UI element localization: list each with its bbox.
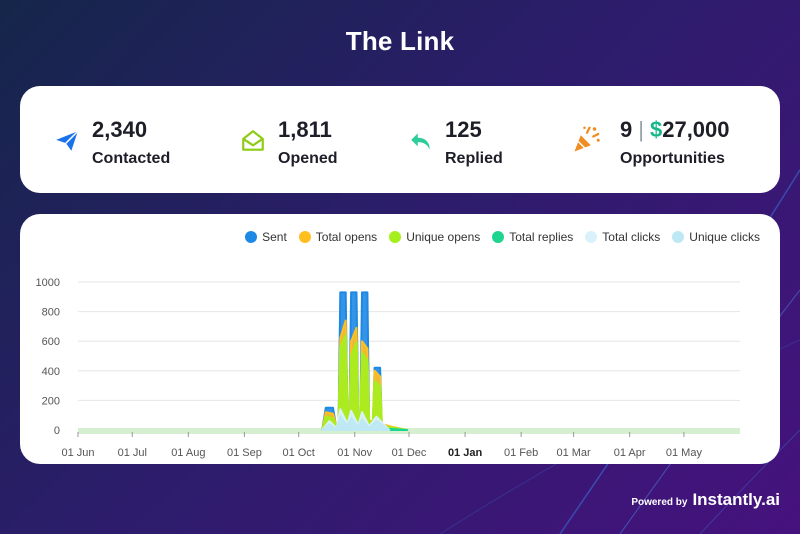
x-tick-label: 01 Jan bbox=[448, 447, 483, 459]
chart-legend: Sent Total opens Unique opens Total repl… bbox=[245, 230, 760, 244]
legend-label: Unique opens bbox=[406, 230, 481, 244]
x-tick-label: 01 Nov bbox=[337, 447, 372, 459]
legend-label: Sent bbox=[262, 230, 287, 244]
y-tick-label: 800 bbox=[42, 307, 60, 319]
paper-plane-icon bbox=[56, 130, 79, 151]
series-area-unique-clicks bbox=[321, 415, 391, 431]
opportunities-value: 27,000 bbox=[662, 117, 730, 142]
legend-marker bbox=[389, 231, 402, 243]
value-separator: | bbox=[638, 117, 644, 142]
x-tick-label: 01 Sep bbox=[227, 447, 262, 459]
x-tick-label: 01 Oct bbox=[282, 447, 314, 459]
activity-chart[interactable]: 0 200 400 600 800 1000 01 Jun 01 Jul 01 Aug 01 Se… bbox=[20, 214, 780, 464]
x-tick-label: 01 Jun bbox=[61, 447, 94, 459]
open-envelope-icon bbox=[242, 130, 264, 151]
x-tick-label: 01 Aug bbox=[171, 447, 205, 459]
stat-opportunities: 9 | $27,000 Opportunities bbox=[572, 86, 772, 193]
legend-label: Total replies bbox=[509, 230, 574, 244]
y-tick-label: 1000 bbox=[36, 277, 60, 289]
legend-marker bbox=[585, 231, 598, 243]
stat-value: 125 bbox=[445, 117, 482, 142]
stat-label: Opportunities bbox=[620, 150, 725, 167]
legend-marker bbox=[492, 231, 505, 243]
chart-card: Sent Total opens Unique opens Total repl… bbox=[20, 214, 780, 464]
currency-symbol: $ bbox=[649, 117, 663, 142]
x-tick-label: 01 May bbox=[666, 447, 703, 459]
page-title: The Link bbox=[345, 26, 455, 56]
legend-item-total-clicks[interactable]: Total clicks bbox=[585, 230, 660, 244]
reply-arrow-icon bbox=[411, 133, 430, 150]
stat-value: 2,340 bbox=[92, 117, 148, 142]
stat-label: Opened bbox=[278, 150, 338, 167]
y-tick-label: 200 bbox=[42, 395, 60, 407]
brand-logo-text: Instantly.ai bbox=[692, 490, 780, 509]
legend-marker bbox=[298, 231, 311, 243]
stats-card: 2,340 Contacted 1,811 Opened 125 Replied… bbox=[20, 86, 780, 193]
legend-item-total-opens[interactable]: Total opens bbox=[298, 230, 378, 244]
legend-marker bbox=[672, 231, 685, 243]
stat-replied: 125 Replied bbox=[408, 86, 548, 193]
stat-value: 1,811 bbox=[278, 117, 332, 142]
x-tick-label: 01 Dec bbox=[392, 447, 427, 459]
party-popper-icon bbox=[574, 126, 600, 152]
stat-value: 9 | $27,000 bbox=[620, 117, 730, 143]
legend-label: Unique clicks bbox=[689, 230, 760, 244]
legend-item-sent[interactable]: Sent bbox=[245, 230, 287, 244]
y-tick-label: 0 bbox=[54, 425, 60, 437]
x-tick-label: 01 Mar bbox=[556, 447, 591, 459]
legend-label: Total opens bbox=[315, 230, 378, 244]
y-tick-label: 400 bbox=[42, 366, 60, 378]
stat-label: Replied bbox=[445, 150, 503, 167]
legend-marker bbox=[245, 231, 258, 243]
powered-by-badge[interactable]: Powered by Instantly.ai bbox=[631, 490, 780, 510]
opportunities-count: 9 bbox=[620, 117, 633, 142]
legend-item-unique-opens[interactable]: Unique opens bbox=[389, 230, 480, 244]
x-tick-label: 01 Apr bbox=[614, 447, 646, 459]
powered-by-text: Powered by bbox=[631, 497, 688, 508]
legend-label: Total clicks bbox=[602, 230, 661, 244]
stat-contacted: 2,340 Contacted bbox=[54, 86, 214, 193]
baseline-band bbox=[78, 428, 740, 434]
y-tick-label: 600 bbox=[42, 336, 60, 348]
stat-opened: 1,811 Opened bbox=[240, 86, 390, 193]
legend-item-unique-clicks[interactable]: Unique clicks bbox=[672, 230, 760, 244]
x-tick-label: 01 Jul bbox=[118, 447, 147, 459]
stat-label: Contacted bbox=[92, 150, 171, 167]
legend-item-total-replies[interactable]: Total replies bbox=[492, 230, 573, 244]
x-tick-label: 01 Feb bbox=[504, 447, 538, 459]
